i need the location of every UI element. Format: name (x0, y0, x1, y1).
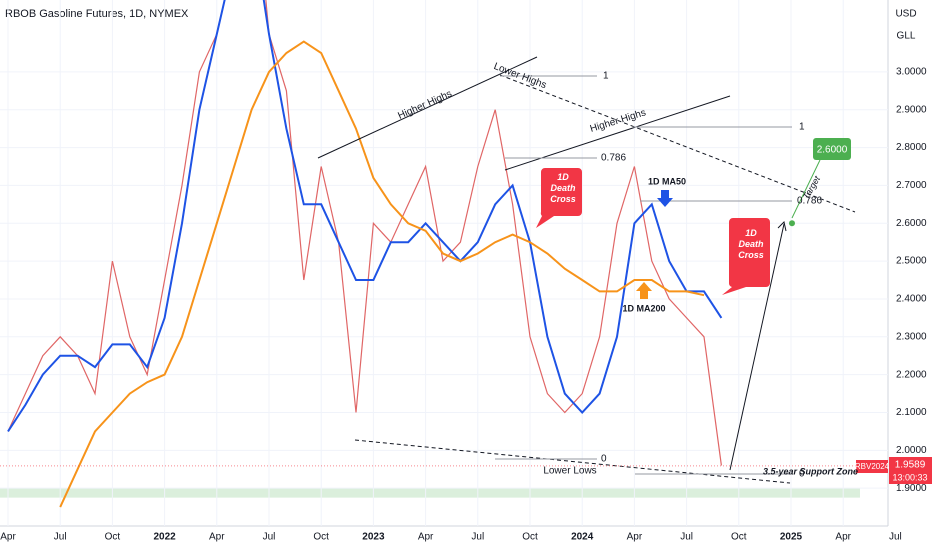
y-tick-label: 1.9000 (896, 483, 927, 494)
unit[interactable]: GLL (897, 31, 916, 42)
fib-label: 1 (799, 122, 805, 133)
x-tick-label: Oct (105, 532, 121, 543)
ma50-arrow (657, 190, 673, 207)
x-tick-label: Oct (522, 532, 538, 543)
y-tick-label: 2.1000 (896, 407, 927, 418)
target-point (789, 220, 795, 227)
fib-label: 0 (601, 454, 607, 465)
annotation: 1D MA200 (622, 303, 665, 313)
series-line (7, 0, 723, 432)
y-tick-label: 2.5000 (896, 256, 927, 267)
x-tick-label: Jul (471, 532, 484, 543)
x-tick-label: Apr (0, 532, 16, 543)
target-box (813, 138, 851, 160)
annotation: Lower Lows (543, 466, 596, 477)
x-tick-label: 2024 (571, 532, 594, 543)
callout-text: 1D Death Cross (550, 172, 576, 204)
fib-label: 0.786 (797, 196, 822, 207)
symbol-label: RBV2024 (855, 462, 890, 471)
y-tick-label: 2.3000 (896, 331, 927, 342)
support-zone (0, 488, 860, 498)
plot-area (0, 0, 888, 526)
x-tick-label: Jul (263, 532, 276, 543)
x-tick-label: Apr (627, 532, 643, 543)
trend-line (499, 74, 856, 213)
x-tick-label: Apr (418, 532, 434, 543)
last-price-label: 1.9589 (895, 460, 926, 471)
y-tick-label: 2.2000 (896, 369, 927, 380)
y-tick-label: 2.9000 (896, 104, 927, 115)
countdown-label: 13:00:33 (892, 472, 927, 482)
trend-line (354, 439, 791, 484)
y-tick-label: 3.0000 (896, 67, 927, 78)
annotation: Higher Highs (589, 107, 648, 134)
x-tick-label: 2025 (780, 532, 803, 543)
x-tick-label: Oct (731, 532, 747, 543)
x-tick-label: Apr (835, 532, 851, 543)
annotation: 3.5-year Support Zone (763, 466, 858, 476)
annotation: Higher Highs (396, 88, 453, 122)
x-tick-label: 2023 (362, 532, 385, 543)
y-tick-label: 2.4000 (896, 294, 927, 305)
symbol-tag (856, 460, 888, 473)
y-tick-label: 2.7000 (896, 180, 927, 191)
fib-label: 1 (603, 71, 609, 82)
y-tick-label: 2.8000 (896, 142, 927, 153)
chart-title: RBOB Gasoline Futures, 1D, NYMEX (5, 8, 189, 20)
fib-label: 0 (799, 469, 805, 480)
annotation: 1D MA50 (648, 176, 686, 186)
y-tick-label: 2.0000 (896, 445, 927, 456)
price-tag (889, 457, 932, 484)
x-tick-label: Apr (209, 532, 225, 543)
series-line (59, 40, 705, 508)
series-line (7, 0, 722, 466)
callout (722, 218, 770, 295)
callout-text: 1D Death Cross (738, 228, 764, 260)
trend-line (317, 56, 538, 159)
x-tick-label: Oct (313, 532, 329, 543)
x-tick-label: 2022 (153, 532, 176, 543)
callout (536, 168, 582, 228)
target-connector (791, 159, 821, 219)
ma200-arrow (636, 282, 652, 299)
x-tick-label: Jul (54, 532, 67, 543)
currency[interactable]: USD (895, 9, 916, 20)
x-tick-label: Jul (889, 532, 902, 543)
y-tick-label: 2.6000 (896, 218, 927, 229)
arrow-head (777, 221, 787, 232)
fib-label: 0.786 (601, 153, 626, 164)
x-tick-label: Jul (680, 532, 693, 543)
projection-arrow (729, 223, 785, 471)
target-label: 2.6000 (817, 145, 848, 156)
